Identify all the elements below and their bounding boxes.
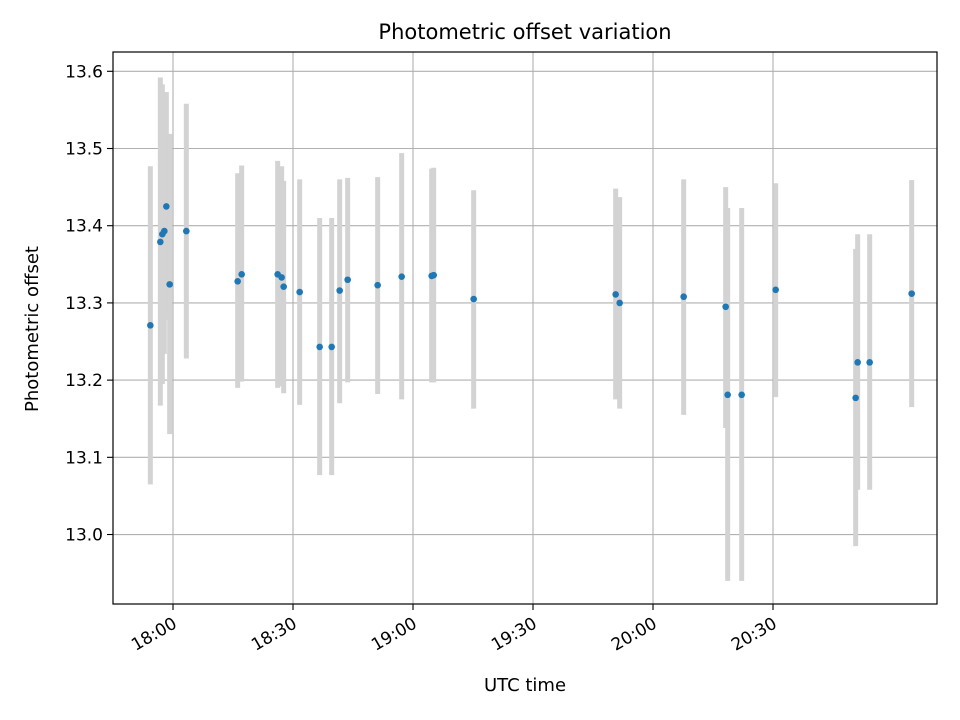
y-tick-label: 13.5 [65,140,103,160]
y-tick-label: 13.0 [65,526,103,546]
data-point [852,394,859,402]
data-point [161,227,168,235]
data-point [908,290,915,297]
data-point [344,276,351,284]
y-tick-label: 13.6 [65,62,103,82]
data-point [430,271,437,279]
data-point [296,288,303,296]
data-point [183,227,190,235]
data-point [234,277,241,285]
data-point [612,291,619,298]
data-point [398,273,405,280]
data-point [328,343,335,351]
data-point [336,287,343,294]
data-point [147,321,154,329]
y-axis-label: Photometric offset [22,246,43,412]
data-point [854,359,861,366]
axes-frame [112,51,938,605]
data-point [166,281,173,288]
data-point [722,303,729,311]
data-point [278,274,285,281]
y-tick-label: 13.4 [65,217,103,237]
data-point [470,295,477,303]
y-tick-label: 13.1 [65,448,103,468]
data-point [374,281,381,289]
data-point [280,283,287,290]
data-point [157,238,164,246]
data-point [772,286,779,294]
x-axis-label: UTC time [484,675,566,696]
data-point [163,203,170,210]
chart-title: Photometric offset variation [378,20,671,44]
data-point [680,293,687,301]
data-point [616,299,623,307]
data-point [316,343,323,351]
y-tick-label: 13.2 [65,371,103,391]
data-point [724,391,731,399]
data-point [866,359,873,366]
grid-lines [113,52,937,604]
data-markers [147,203,915,402]
data-point [738,391,745,399]
y-tick-label: 13.3 [65,294,103,314]
data-point [238,271,245,278]
y-axis-ticks: 13.0 13.1 13.2 13.3 13.4 13.5 13.6 [65,62,113,546]
